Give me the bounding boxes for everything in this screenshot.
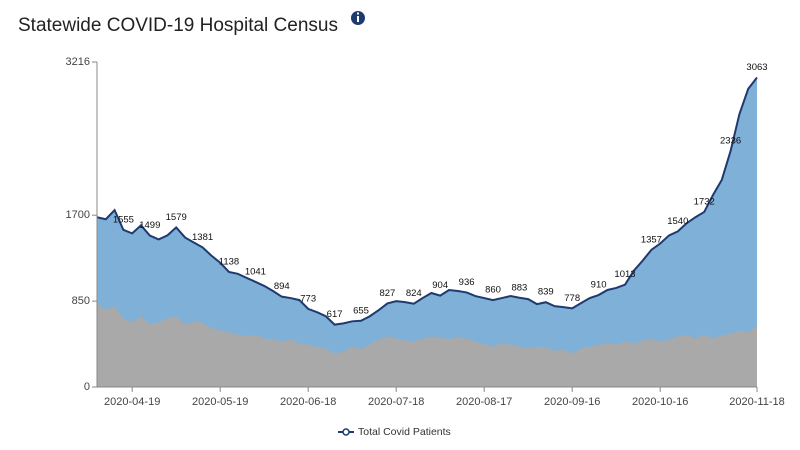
x-tick-label: 2020-10-16: [632, 396, 688, 408]
value-label: 839: [538, 287, 554, 298]
value-label: 1041: [245, 266, 266, 277]
area: [97, 77, 757, 387]
y-tick-label: 850: [72, 295, 90, 307]
y-tick-label: 0: [84, 381, 90, 393]
value-label: 860: [485, 285, 501, 296]
legend-label: Total Covid Patients: [358, 426, 451, 438]
value-label: 1381: [192, 232, 213, 243]
value-label: 1555: [113, 214, 134, 225]
value-label: 894: [274, 281, 290, 292]
value-label: 655: [353, 305, 369, 316]
value-label: 1013: [614, 269, 635, 280]
area: [97, 303, 757, 387]
y-tick-label: 3216: [66, 56, 90, 68]
value-label: 1357: [641, 234, 662, 245]
info-icon: [351, 11, 365, 25]
y-tick-label: 1700: [66, 209, 90, 221]
x-tick-label: 2020-09-16: [544, 396, 600, 408]
x-tick-label: 2020-04-19: [104, 396, 160, 408]
value-label: 778: [564, 293, 580, 304]
x-tick-label: 2020-08-17: [456, 396, 512, 408]
value-label: 910: [591, 280, 607, 291]
value-label: 773: [300, 293, 316, 304]
value-label: 827: [379, 288, 395, 299]
value-label: 883: [511, 282, 527, 293]
value-label: 1732: [694, 196, 715, 207]
value-label: 904: [432, 280, 448, 291]
legend-marker: [342, 428, 350, 436]
value-label: 1138: [219, 257, 239, 268]
value-label: 936: [459, 277, 475, 288]
value-label: 1499: [139, 220, 160, 231]
value-label: 3063: [746, 62, 767, 73]
value-label: 2336: [720, 135, 741, 146]
value-label: 1579: [166, 212, 187, 223]
value-label: 824: [406, 288, 422, 299]
x-tick-label: 2020-07-18: [368, 396, 424, 408]
x-tick-label: 2020-05-19: [192, 396, 248, 408]
x-tick-label: 2020-06-18: [280, 396, 336, 408]
line: [96, 76, 758, 326]
value-label: 1540: [667, 216, 688, 227]
value-label: 617: [327, 309, 343, 320]
x-tick-label: 2020-11-18: [729, 396, 784, 408]
chart-title: Statewide COVID-19 Hospital Census: [18, 15, 338, 36]
